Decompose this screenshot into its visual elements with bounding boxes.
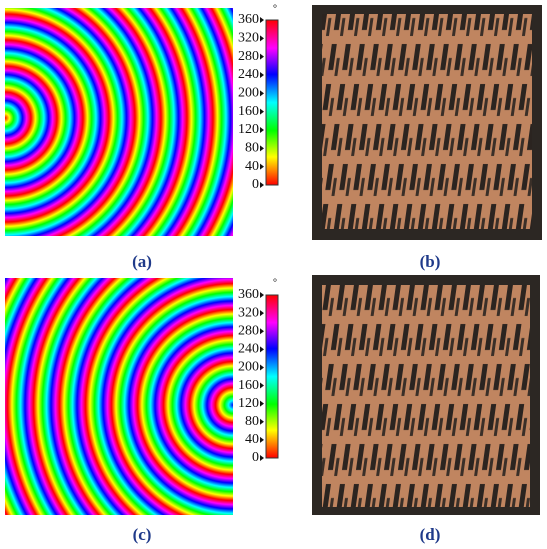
colorbar-tick-label: 40 bbox=[245, 159, 259, 174]
colorbar-tick-label: 320 bbox=[238, 31, 259, 46]
colorbar-tick bbox=[260, 108, 264, 115]
colorbar-tick-label: 360 bbox=[238, 287, 259, 302]
colorbar-tick-label: 160 bbox=[238, 104, 259, 119]
colorbar-tick bbox=[260, 127, 264, 133]
colorbar-tick bbox=[260, 90, 264, 97]
colorbar-tick bbox=[260, 436, 264, 443]
colorbar-tick bbox=[260, 292, 264, 298]
colorbar-tick bbox=[260, 364, 264, 371]
colorbar-tick-label: 80 bbox=[245, 414, 259, 429]
panel-label: (b) bbox=[420, 252, 441, 271]
colorbar-tick bbox=[260, 35, 264, 42]
colorbar-tick-label: 360 bbox=[238, 12, 259, 27]
colorbar-tick bbox=[260, 182, 264, 188]
colorbar-tick-label: 0 bbox=[252, 450, 259, 465]
colorbar-tick-label: 200 bbox=[238, 360, 259, 375]
colorbar-tick bbox=[260, 455, 264, 461]
colorbar-tick-label: 120 bbox=[238, 122, 259, 137]
colorbar-tick bbox=[260, 418, 264, 425]
colorbar-tick-label: 240 bbox=[238, 342, 259, 357]
colorbar-tick-label: 200 bbox=[238, 86, 259, 101]
colorbar-tick-label: 40 bbox=[245, 432, 259, 447]
colorbar-tick-label: 80 bbox=[245, 141, 259, 156]
colorbar-tick bbox=[260, 310, 264, 317]
colorbar-tick bbox=[260, 328, 264, 335]
colorbar-tick-label: 0 bbox=[252, 177, 259, 192]
panel-label: (a) bbox=[132, 252, 152, 271]
colorbar-tick bbox=[260, 163, 264, 170]
photo-metasurface bbox=[322, 14, 532, 229]
photo-metasurface bbox=[322, 285, 530, 507]
colorbar-tick-label: 320 bbox=[238, 305, 259, 320]
panel-label: (d) bbox=[420, 525, 441, 544]
colorbar-tick-label: 240 bbox=[238, 67, 259, 82]
colorbar-tick bbox=[260, 72, 264, 78]
colorbar-unit: ° bbox=[273, 277, 277, 288]
colorbar-tick-label: 280 bbox=[238, 323, 259, 338]
colorbar-tick-label: 160 bbox=[238, 378, 259, 393]
panel-label: (c) bbox=[133, 525, 152, 544]
colorbar bbox=[265, 294, 279, 459]
colorbar-tick bbox=[260, 382, 264, 389]
colorbar-tick-label: 120 bbox=[238, 396, 259, 411]
colorbar-tick bbox=[260, 17, 264, 23]
colorbar-tick bbox=[260, 145, 264, 152]
colorbar-tick-label: 280 bbox=[238, 49, 259, 64]
colorbar bbox=[265, 19, 279, 186]
phase-map bbox=[5, 278, 233, 515]
colorbar-unit: ° bbox=[273, 3, 277, 14]
phase-map bbox=[5, 8, 233, 236]
colorbar-tick bbox=[260, 346, 264, 353]
colorbar-tick bbox=[260, 53, 264, 60]
colorbar-tick bbox=[260, 400, 264, 407]
